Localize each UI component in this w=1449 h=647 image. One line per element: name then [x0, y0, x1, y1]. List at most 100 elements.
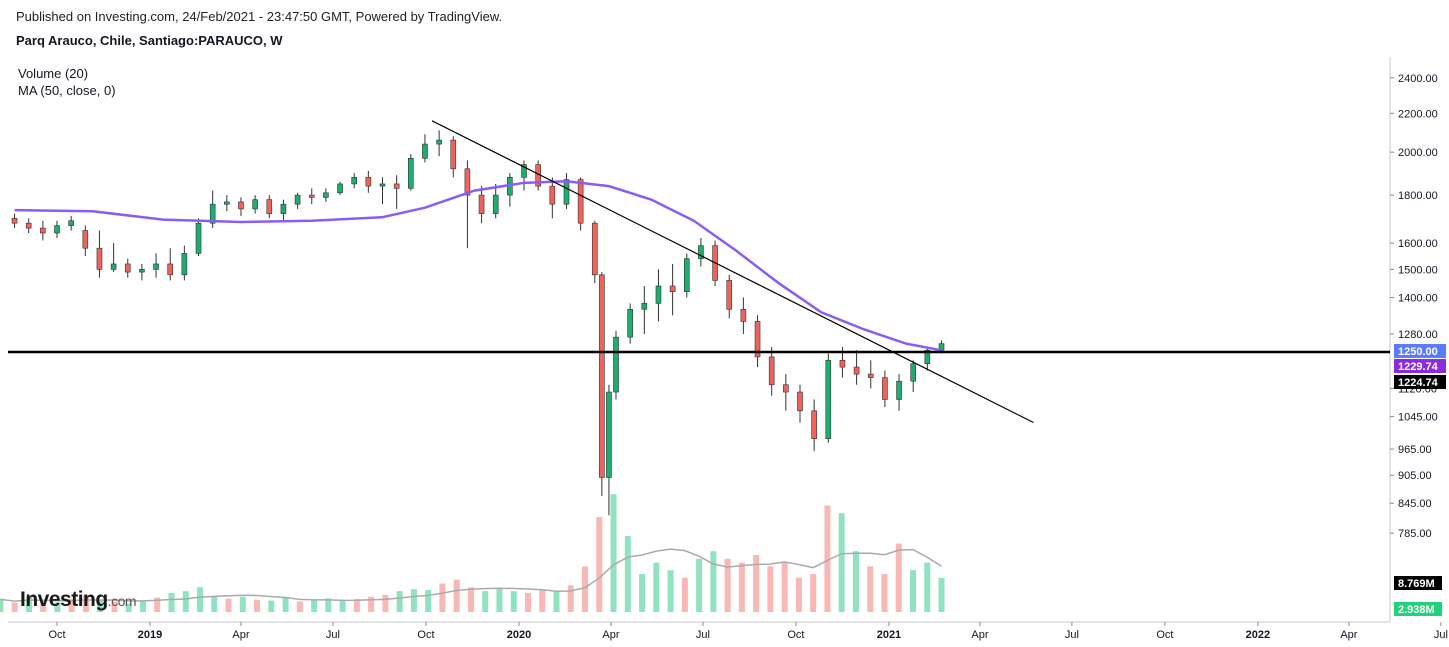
volume-indicator-label[interactable]: Volume (20) — [18, 66, 89, 81]
volume-bar — [197, 587, 204, 612]
volume-bar — [225, 598, 232, 612]
volume-bar — [496, 588, 503, 612]
candle-body — [591, 222, 598, 276]
candle-body — [606, 391, 612, 478]
ma-50-line — [14, 180, 942, 352]
candle-body — [11, 218, 18, 224]
candle-body — [436, 139, 442, 145]
candle-body — [698, 245, 704, 259]
candle-body — [351, 177, 357, 185]
volume-bar — [97, 600, 104, 612]
volume-bar — [11, 602, 18, 612]
candle-body — [549, 185, 556, 205]
volume-bar — [510, 591, 517, 612]
volume-bar — [254, 599, 261, 612]
volume-bar — [40, 600, 47, 612]
candle-body — [783, 384, 789, 393]
volume-bar — [596, 517, 603, 612]
volume-bar — [824, 505, 831, 612]
time-tick-label: Jul — [696, 629, 710, 641]
volume-bar — [111, 601, 118, 612]
candle-body — [924, 349, 931, 364]
ma-indicator-label[interactable]: MA (50, close, 0) — [18, 83, 116, 98]
drawn-lines — [8, 120, 1390, 424]
volume-bar — [0, 598, 4, 612]
volume-bar — [938, 577, 945, 612]
price-tick-label: 1280.00 — [1398, 329, 1438, 341]
candle-body — [365, 177, 372, 187]
price-marker-box — [1394, 344, 1446, 358]
volume-bar — [810, 574, 817, 612]
time-tick-label: Jul — [1065, 629, 1079, 641]
volume-marker-box — [1394, 602, 1442, 616]
candle-body — [408, 158, 414, 189]
candle-body — [683, 258, 690, 292]
volume-bar — [909, 570, 916, 612]
volume-bar — [368, 596, 375, 612]
volume-bar — [795, 577, 802, 612]
price-tick-label: 2400.00 — [1398, 73, 1438, 85]
volume-bar — [838, 513, 845, 612]
candle-body — [577, 179, 584, 224]
candle-body — [613, 336, 619, 393]
candle-body — [337, 183, 343, 194]
candle-body — [323, 192, 329, 198]
candle-body — [308, 194, 315, 198]
volume-bar — [239, 596, 246, 612]
volume-bar — [582, 566, 589, 612]
candle-body — [726, 280, 733, 310]
candle-body — [25, 222, 32, 229]
volume-bar — [54, 602, 61, 612]
candles — [11, 130, 945, 516]
candle-body — [825, 359, 832, 439]
trend-line — [431, 120, 1034, 424]
volume-bar — [610, 494, 617, 612]
candle-body — [139, 269, 145, 273]
volume-bar — [211, 596, 218, 612]
time-tick-label: Jul — [326, 629, 340, 641]
candle-body — [96, 247, 103, 270]
ma-50-path — [14, 180, 942, 352]
candle-body — [153, 263, 159, 270]
volume-bar — [425, 589, 432, 612]
candle-body — [450, 139, 457, 170]
candle-body — [641, 303, 648, 310]
volume-bar — [311, 599, 318, 612]
candle-body — [627, 308, 633, 338]
time-tick-label: 2022 — [1246, 629, 1270, 641]
time-tick-label: 2021 — [877, 629, 901, 641]
volume-bar — [154, 597, 161, 612]
candle-body — [910, 363, 917, 382]
volume-bar — [68, 598, 75, 612]
volume-bar — [353, 599, 360, 612]
candle-body — [521, 164, 527, 178]
candle-body — [655, 285, 662, 304]
candle-body — [882, 377, 888, 400]
price-tick-label: 965.00 — [1398, 444, 1432, 456]
price-tick-label: 2000.00 — [1398, 147, 1438, 159]
candle-body — [40, 227, 46, 234]
logo-text: Investing — [20, 588, 108, 611]
volume-bars — [0, 494, 945, 612]
volume-bar — [767, 566, 774, 612]
investing-logo[interactable]: Investing.com — [20, 588, 137, 612]
volume-bar — [282, 597, 289, 612]
symbol-title: Parq Arauco, Chile, Santiago:PARAUCO, W — [16, 33, 283, 48]
price-tick-label: 905.00 — [1398, 470, 1432, 482]
time-tick-label: Apr — [602, 629, 619, 641]
volume-bar — [82, 594, 89, 612]
volume-bar — [681, 577, 688, 612]
volume-bar — [325, 598, 332, 612]
volume-bar — [667, 570, 674, 612]
candle-body — [181, 253, 188, 276]
candle-body — [252, 199, 258, 210]
candle-body — [768, 356, 775, 386]
price-tick-label: 1045.00 — [1398, 412, 1438, 424]
volume-bar — [482, 591, 489, 612]
volume-bar — [268, 600, 275, 612]
volume-bar — [339, 600, 346, 612]
candle-body — [867, 373, 874, 378]
volume-bar — [439, 583, 446, 612]
volume-bar — [539, 589, 546, 612]
